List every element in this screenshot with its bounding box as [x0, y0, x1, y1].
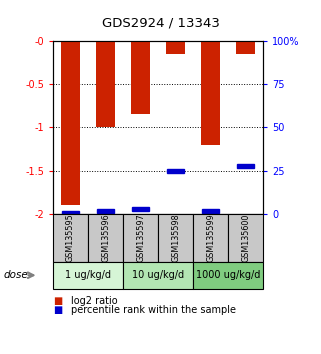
Bar [62, 211, 79, 214]
Bar [202, 209, 219, 213]
Bar [96, 41, 115, 127]
Text: GSM135595: GSM135595 [66, 214, 75, 262]
Text: ■: ■ [53, 305, 62, 315]
Text: 1000 ug/kg/d: 1000 ug/kg/d [196, 270, 260, 280]
Bar [131, 41, 150, 114]
Text: GSM135600: GSM135600 [241, 214, 250, 262]
Bar [97, 209, 114, 213]
Text: GSM135596: GSM135596 [101, 214, 110, 262]
Text: GDS2924 / 13343: GDS2924 / 13343 [101, 17, 220, 29]
Text: ■: ■ [53, 296, 62, 306]
Bar [166, 41, 185, 54]
Text: 10 ug/kg/d: 10 ug/kg/d [132, 270, 184, 280]
Bar [132, 207, 149, 211]
Bar [61, 41, 80, 205]
Text: GSM135598: GSM135598 [171, 214, 180, 262]
Text: GSM135597: GSM135597 [136, 214, 145, 262]
Bar [201, 41, 220, 145]
Text: log2 ratio: log2 ratio [71, 296, 117, 306]
Bar [237, 164, 254, 167]
Text: GSM135599: GSM135599 [206, 214, 215, 262]
Bar [236, 41, 255, 54]
Bar [167, 169, 184, 173]
Text: dose: dose [3, 270, 28, 280]
Text: 1 ug/kg/d: 1 ug/kg/d [65, 270, 111, 280]
Text: percentile rank within the sample: percentile rank within the sample [71, 305, 236, 315]
